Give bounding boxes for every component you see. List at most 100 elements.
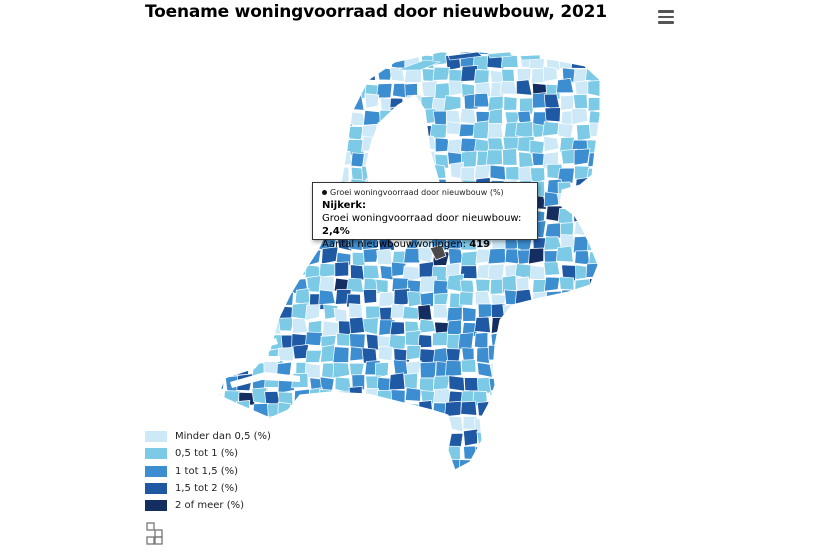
municipality-area[interactable] <box>602 378 618 392</box>
municipality-area[interactable] <box>559 377 576 392</box>
municipality-area[interactable] <box>557 123 574 139</box>
municipality-area[interactable] <box>376 248 393 266</box>
municipality-area[interactable] <box>318 419 338 436</box>
municipality-area[interactable] <box>351 402 368 418</box>
municipality-area[interactable] <box>585 458 600 474</box>
municipality-area[interactable] <box>253 181 271 197</box>
municipality-area[interactable] <box>211 262 226 277</box>
municipality-area[interactable] <box>350 82 368 99</box>
municipality-area[interactable] <box>305 331 323 346</box>
municipality-area[interactable] <box>239 279 257 295</box>
municipality-area[interactable] <box>602 459 617 473</box>
municipality-area[interactable] <box>335 431 352 448</box>
municipality-area[interactable] <box>347 66 363 82</box>
municipality-area[interactable] <box>447 475 463 491</box>
municipality-area[interactable] <box>459 108 477 125</box>
municipality-area[interactable] <box>306 107 322 124</box>
municipality-area[interactable] <box>601 262 617 278</box>
municipality-area[interactable] <box>291 95 307 113</box>
municipality-area[interactable] <box>530 67 547 84</box>
municipality-area[interactable] <box>558 276 575 291</box>
municipality-area[interactable] <box>265 124 279 141</box>
municipality-area[interactable] <box>279 249 296 269</box>
municipality-area[interactable] <box>235 95 249 112</box>
municipality-area[interactable] <box>417 38 434 55</box>
municipality-area[interactable] <box>570 429 589 444</box>
municipality-area[interactable] <box>292 176 309 194</box>
municipality-area[interactable] <box>374 402 391 420</box>
municipality-area[interactable] <box>320 344 336 363</box>
municipality-area[interactable] <box>547 387 564 403</box>
municipality-area[interactable] <box>588 204 602 223</box>
municipality-area[interactable] <box>502 402 520 419</box>
municipality-area[interactable] <box>604 278 620 294</box>
municipality-area[interactable] <box>236 180 255 195</box>
municipality-area[interactable] <box>277 208 294 224</box>
municipality-area[interactable] <box>405 360 422 377</box>
municipality-area[interactable] <box>318 289 336 306</box>
municipality-area[interactable] <box>237 331 251 346</box>
municipality-area[interactable] <box>263 238 281 252</box>
municipality-area[interactable] <box>518 38 533 53</box>
municipality-area[interactable] <box>278 417 293 436</box>
municipality-area[interactable] <box>561 360 577 377</box>
municipality-area[interactable] <box>560 95 575 111</box>
municipality-area[interactable] <box>291 237 306 254</box>
municipality-area[interactable] <box>547 333 562 349</box>
municipality-area[interactable] <box>293 191 311 209</box>
municipality-area[interactable] <box>589 223 605 239</box>
municipality-area[interactable] <box>514 321 532 337</box>
municipality-area[interactable] <box>603 318 617 334</box>
legend-item[interactable]: 1,5 tot 2 (%) <box>145 480 271 497</box>
municipality-area[interactable] <box>571 331 590 348</box>
municipality-area[interactable] <box>487 405 503 421</box>
municipality-area[interactable] <box>603 123 618 137</box>
municipality-area[interactable] <box>331 67 350 85</box>
municipality-area[interactable] <box>458 123 477 137</box>
municipality-area[interactable] <box>251 65 269 81</box>
municipality-area[interactable] <box>209 112 226 129</box>
municipality-area[interactable] <box>602 360 617 376</box>
municipality-area[interactable] <box>501 344 519 363</box>
municipality-area[interactable] <box>406 458 423 473</box>
municipality-area[interactable] <box>460 250 479 268</box>
municipality-area[interactable] <box>332 346 350 364</box>
legend-item[interactable]: 1 tot 1,5 (%) <box>145 463 271 480</box>
municipality-area[interactable] <box>209 180 227 198</box>
municipality-area[interactable] <box>403 372 418 391</box>
municipality-area[interactable] <box>333 107 350 123</box>
municipality-area[interactable] <box>252 96 268 113</box>
municipality-area[interactable] <box>473 92 490 108</box>
municipality-area[interactable] <box>532 376 549 392</box>
municipality-area[interactable] <box>560 347 576 364</box>
municipality-area[interactable] <box>558 405 575 422</box>
municipality-area[interactable] <box>237 261 254 276</box>
municipality-area[interactable] <box>210 150 226 166</box>
municipality-area[interactable] <box>573 303 591 321</box>
municipality-area[interactable] <box>332 166 350 183</box>
municipality-area[interactable] <box>446 37 462 53</box>
municipality-area[interactable] <box>561 333 578 349</box>
municipality-area[interactable] <box>573 386 591 404</box>
municipality-area[interactable] <box>587 152 606 168</box>
municipality-area[interactable] <box>419 476 435 489</box>
municipality-area[interactable] <box>318 276 335 292</box>
municipality-area[interactable] <box>419 456 438 473</box>
municipality-area[interactable] <box>543 93 561 110</box>
municipality-area[interactable] <box>543 66 558 82</box>
municipality-area[interactable] <box>250 304 266 324</box>
municipality-area[interactable] <box>544 222 562 239</box>
municipality-area[interactable] <box>599 446 615 464</box>
municipality-area[interactable] <box>489 278 506 295</box>
municipality-area[interactable] <box>575 264 589 280</box>
municipality-area[interactable] <box>249 289 264 305</box>
municipality-area[interactable] <box>560 318 577 336</box>
municipality-area[interactable] <box>500 389 519 407</box>
municipality-area[interactable] <box>359 52 377 69</box>
municipality-area[interactable] <box>443 95 462 113</box>
municipality-area[interactable] <box>505 374 522 391</box>
municipality-area[interactable] <box>267 108 283 125</box>
municipality-area[interactable] <box>402 265 421 283</box>
municipality-area[interactable] <box>238 306 256 324</box>
municipality-area[interactable] <box>265 194 281 211</box>
